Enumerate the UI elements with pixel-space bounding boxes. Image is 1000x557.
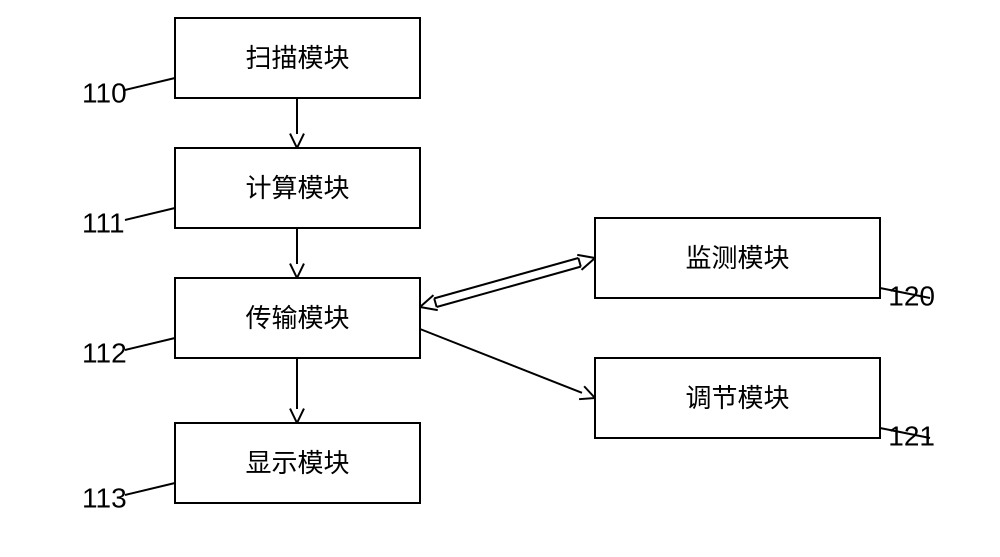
edge-scan-calc [290,98,304,148]
lead-line [125,483,175,495]
edge-trans-monitor [420,255,595,310]
edge-trans-display [290,358,304,423]
node-id: 120 [888,280,935,311]
node-id: 112 [82,337,127,368]
node-trans: 传输模块 112 [82,278,420,368]
node-id: 111 [82,207,125,238]
lead-line [125,338,175,350]
lead-line [125,208,175,220]
node-display: 显示模块 113 [82,423,420,513]
node-monitor: 监测模块 120 [595,218,935,311]
node-calc: 计算模块 111 [82,148,420,238]
node-label: 显示模块 [245,448,349,478]
edge-calc-trans [290,228,304,278]
node-label: 调节模块 [685,383,789,413]
node-id: 113 [82,482,127,513]
node-id: 110 [82,77,127,108]
node-label: 监测模块 [685,243,789,273]
node-label: 计算模块 [245,173,349,203]
node-adjust: 调节模块 121 [595,358,935,451]
lead-line [125,78,175,90]
edge-trans-adjust [420,329,595,399]
node-label: 传输模块 [245,303,349,333]
node-id: 121 [888,420,935,451]
node-label: 扫描模块 [245,43,349,73]
node-scan: 扫描模块 110 [82,18,420,108]
